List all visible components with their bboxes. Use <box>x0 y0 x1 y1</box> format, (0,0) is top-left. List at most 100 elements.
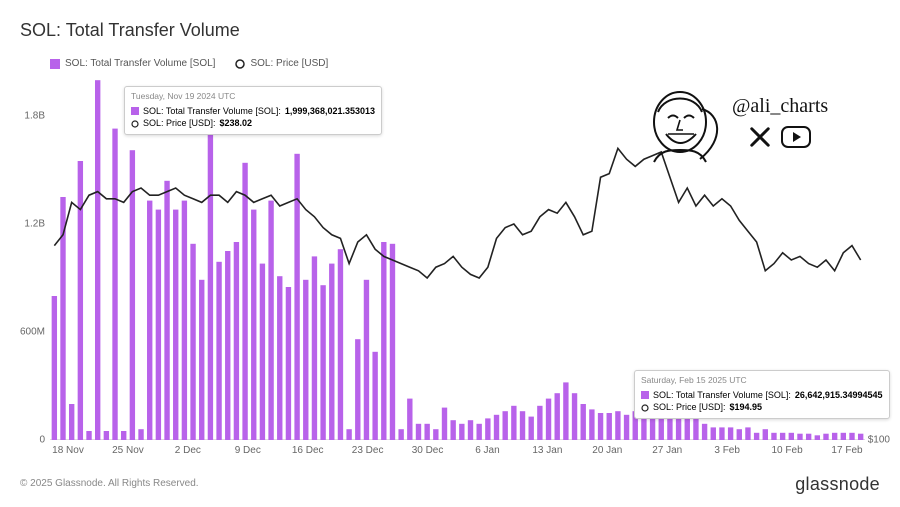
bar <box>260 264 265 440</box>
bar <box>407 399 412 440</box>
bar <box>294 154 299 440</box>
bar <box>104 431 109 440</box>
bar <box>763 429 768 440</box>
y-right-tick: $100 <box>868 435 890 446</box>
tooltip1-price-value: $238.02 <box>220 117 253 130</box>
bar <box>780 433 785 440</box>
x-twitter-icon[interactable] <box>749 126 771 148</box>
bar <box>858 434 863 440</box>
brand-logo: glassnode <box>795 474 880 495</box>
x-tick: 16 Dec <box>292 445 324 456</box>
bar <box>815 435 820 440</box>
tooltip2-price-value: $194.95 <box>730 401 763 414</box>
x-tick: 9 Dec <box>235 445 261 456</box>
bar <box>797 434 802 440</box>
bar <box>303 280 308 440</box>
x-tick: 2 Dec <box>175 445 201 456</box>
bar <box>156 210 161 440</box>
bar <box>476 424 481 440</box>
y-left-tick: 0 <box>5 435 45 446</box>
legend-bar-label: SOL: Total Transfer Volume [SOL] <box>65 58 215 69</box>
bar <box>702 424 707 440</box>
bar <box>537 406 542 440</box>
bar <box>52 296 57 440</box>
bar <box>138 429 143 440</box>
bar <box>598 413 603 440</box>
tooltip1-price-label: SOL: Price [USD]: <box>143 117 216 130</box>
bar <box>95 80 100 440</box>
bar <box>381 242 386 440</box>
bar <box>121 431 126 440</box>
bar <box>424 424 429 440</box>
bar <box>719 427 724 440</box>
bar <box>182 201 187 440</box>
bar <box>251 210 256 440</box>
bar <box>112 129 117 440</box>
tooltip2-vol-label: SOL: Total Transfer Volume [SOL]: <box>653 389 791 402</box>
chart-legend: SOL: Total Transfer Volume [SOL] SOL: Pr… <box>50 58 328 69</box>
bar <box>745 427 750 440</box>
tooltip1-date: Tuesday, Nov 19 2024 UTC <box>131 91 375 103</box>
bar <box>494 415 499 440</box>
bar <box>832 433 837 440</box>
tooltip-feb15: Saturday, Feb 15 2025 UTC SOL: Total Tra… <box>634 370 890 419</box>
tooltip1-vol-label: SOL: Total Transfer Volume [SOL]: <box>143 105 281 118</box>
bar <box>277 276 282 440</box>
bar <box>86 431 91 440</box>
legend-bar: SOL: Total Transfer Volume [SOL] <box>50 58 215 69</box>
tooltip-nov19: Tuesday, Nov 19 2024 UTC SOL: Total Tran… <box>124 86 382 135</box>
tooltip1-vol-value: 1,999,368,021.353013 <box>285 105 375 118</box>
bar <box>268 201 273 440</box>
x-tick: 20 Jan <box>592 445 622 456</box>
tooltip2-price-label: SOL: Price [USD]: <box>653 401 726 414</box>
copyright-text: © 2025 Glassnode. All Rights Reserved. <box>20 478 199 489</box>
bar <box>737 429 742 440</box>
y-left-tick: 600M <box>5 327 45 338</box>
bar <box>312 256 317 440</box>
bar <box>693 418 698 440</box>
bar <box>329 264 334 440</box>
bar <box>581 404 586 440</box>
bar <box>607 413 612 440</box>
bar <box>346 429 351 440</box>
legend-line: SOL: Price [USD] <box>235 58 328 69</box>
bar <box>546 399 551 440</box>
author-handle: @ali_charts <box>732 95 828 118</box>
bar <box>216 262 221 440</box>
bar <box>529 417 534 440</box>
x-tick: 10 Feb <box>771 445 802 456</box>
x-tick: 25 Nov <box>112 445 144 456</box>
bar <box>450 420 455 440</box>
bar <box>555 393 560 440</box>
x-tick: 13 Jan <box>532 445 562 456</box>
bar <box>572 393 577 440</box>
bar <box>520 411 525 440</box>
legend-line-label: SOL: Price [USD] <box>250 58 328 69</box>
bar <box>503 411 508 440</box>
y-left-tick: 1.2B <box>5 219 45 230</box>
bar <box>615 411 620 440</box>
bar <box>806 434 811 440</box>
bar <box>459 424 464 440</box>
bar <box>468 420 473 440</box>
bar <box>442 408 447 440</box>
author-handle-block: @ali_charts <box>732 95 828 148</box>
bar <box>225 251 230 440</box>
bar <box>364 280 369 440</box>
bar <box>338 249 343 440</box>
bar <box>164 181 169 440</box>
bar <box>754 433 759 440</box>
bar <box>372 352 377 440</box>
bar <box>208 130 213 440</box>
x-tick: 23 Dec <box>352 445 384 456</box>
bar <box>173 210 178 440</box>
x-tick: 18 Nov <box>52 445 84 456</box>
youtube-icon[interactable] <box>781 126 811 148</box>
bar <box>841 433 846 440</box>
bar <box>286 287 291 440</box>
y-left-tick: 1.8B <box>5 111 45 122</box>
bar <box>789 433 794 440</box>
bar <box>624 415 629 440</box>
bar <box>390 244 395 440</box>
bar <box>190 244 195 440</box>
